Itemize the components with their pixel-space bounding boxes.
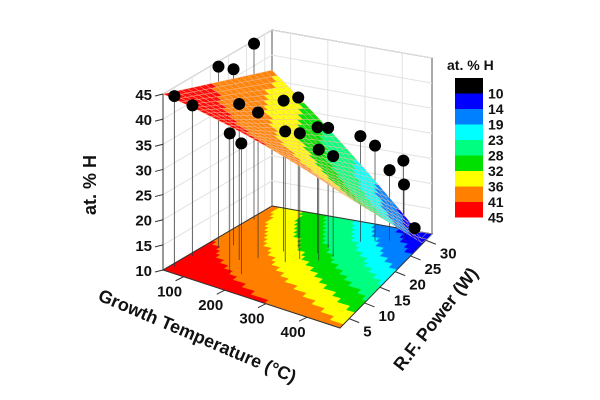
grid-line (162, 155, 433, 221)
x-tick (257, 303, 267, 309)
z-tick (154, 93, 164, 97)
data-point (223, 127, 236, 140)
data-point (397, 178, 410, 191)
data-point (235, 137, 248, 150)
data-point (369, 139, 382, 152)
legend-level-label: 10 (488, 86, 504, 102)
legend-swatch (455, 124, 483, 140)
y-tick-label: 20 (409, 277, 426, 294)
legend-level-label: 19 (488, 117, 504, 133)
data-point (327, 150, 340, 163)
z-tick-label: 40 (135, 112, 152, 129)
y-tick-label: 15 (394, 292, 411, 309)
z-tick-label: 35 (135, 137, 152, 154)
z-tick-label: 15 (135, 238, 152, 255)
grid-line (162, 29, 433, 95)
z-tick (154, 269, 164, 273)
z-tick (154, 168, 164, 172)
legend-swatch (455, 78, 483, 94)
y-axis-label: R.F. Power (W) (389, 264, 482, 375)
data-point (397, 154, 410, 167)
x-tick-label: 200 (198, 297, 223, 314)
y-tick-label: 5 (363, 324, 371, 341)
z-tick (154, 194, 164, 198)
data-point (252, 106, 265, 119)
x-tick-label: 400 (281, 324, 306, 341)
data-point (227, 63, 240, 76)
legend-level-label: 45 (488, 210, 504, 226)
z-tick (154, 244, 164, 248)
y-tick-label: 10 (379, 308, 396, 325)
legend-swatch (455, 109, 483, 125)
y-tick (349, 318, 360, 324)
data-point (293, 127, 306, 140)
y-tick-label: 25 (425, 261, 442, 278)
data-point (292, 91, 305, 104)
data-point (248, 37, 260, 50)
data-point (279, 125, 292, 138)
data-point (312, 143, 325, 156)
data-point (233, 97, 246, 110)
legend-level-label: 36 (488, 179, 504, 195)
y-tick (364, 302, 375, 308)
z-axis-label: at. % H (80, 155, 100, 215)
legend-level-label: 23 (488, 132, 504, 148)
z-tick-label: 25 (135, 188, 152, 205)
data-point (408, 222, 421, 235)
legend-swatch (455, 171, 483, 187)
data-point (322, 121, 335, 134)
z-tick-label: 10 (135, 263, 152, 280)
x-tick (216, 289, 225, 295)
legend-level-label: 41 (488, 194, 504, 210)
y-tick (379, 286, 391, 292)
data-point (277, 94, 290, 107)
legend-title: at. % H (447, 57, 494, 73)
legend-swatch (455, 186, 483, 202)
surface-cell (333, 188, 346, 196)
legend-swatch (455, 202, 483, 218)
z-tick-label: 20 (135, 213, 152, 230)
z-tick-label: 30 (135, 162, 152, 179)
legend-swatch (455, 93, 483, 109)
z-tick-label: 45 (135, 87, 152, 104)
x-tick-label: 100 (157, 284, 182, 301)
y-tick-label: 30 (440, 245, 457, 262)
legend-level-label: 32 (488, 163, 504, 179)
x-tick (175, 276, 184, 282)
data-point (354, 130, 367, 143)
legend-swatch (455, 155, 483, 171)
x-tick-label: 300 (239, 311, 264, 328)
legend-swatch (455, 140, 483, 156)
data-point (212, 60, 225, 73)
z-tick (154, 219, 164, 223)
data-point (383, 164, 396, 177)
data-point (168, 90, 181, 103)
legend-level-label: 14 (488, 101, 504, 117)
legend-level-label: 28 (488, 148, 504, 164)
data-points (168, 37, 421, 235)
data-point (311, 121, 324, 134)
x-tick (298, 316, 308, 322)
y-tick (425, 239, 437, 245)
y-tick (410, 255, 421, 261)
z-tick (154, 143, 164, 147)
y-tick (395, 271, 406, 277)
data-point (186, 99, 199, 112)
z-tick (154, 118, 164, 122)
